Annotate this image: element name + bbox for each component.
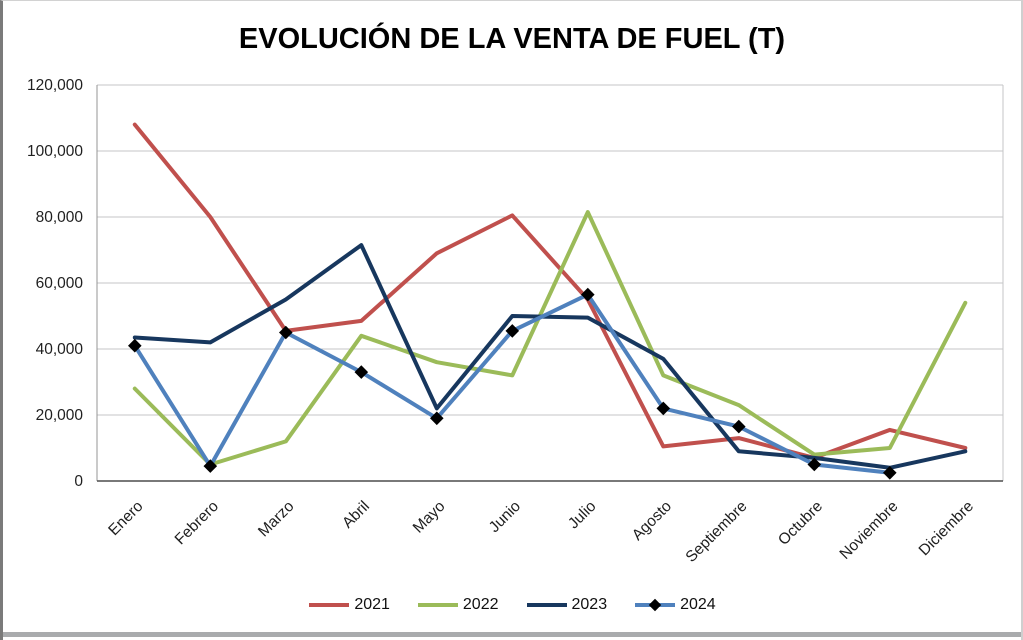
legend-line-sample <box>635 598 676 612</box>
y-axis-tick-label: 20,000 <box>36 407 84 424</box>
legend: 2021 2022 2023 2024 <box>3 596 1021 614</box>
diamond-marker <box>656 401 671 416</box>
diamond-marker <box>807 457 822 472</box>
series-line-2023 <box>132 243 968 470</box>
series-line-2022 <box>132 210 968 467</box>
x-axis-tick-label: Abril <box>339 498 373 532</box>
diamond-marker <box>883 466 897 480</box>
x-axis-tick-label: Septiembre <box>683 498 751 566</box>
y-axis-tick-label: 40,000 <box>36 341 84 358</box>
x-axis-tick-label: Febrero <box>172 498 222 548</box>
legend-item-2021: 2021 <box>308 596 390 614</box>
diamond-marker <box>505 324 520 338</box>
diamond-marker <box>354 365 369 379</box>
legend-line-sample <box>309 603 350 607</box>
chart-title: EVOLUCIÓN DE LA VENTA DE FUEL (T) <box>238 23 786 55</box>
x-axis-tick-label: Octubre <box>775 498 826 549</box>
x-axis-tick-label: Mayo <box>410 498 449 537</box>
legend-label: 2022 <box>462 596 499 613</box>
y-axis-tick-label: 120,000 <box>27 77 83 94</box>
x-axis-tick-label: Noviembre <box>837 498 902 563</box>
x-axis-tick-label: Marzo <box>255 498 297 540</box>
diamond-marker <box>203 459 218 473</box>
diamond-marker <box>732 419 746 434</box>
x-axis-tick-label: Enero <box>105 498 146 539</box>
legend-item-2023: 2023 <box>526 596 608 614</box>
legend-diamond-icon <box>648 598 662 612</box>
window-bottom-edge <box>3 632 1021 637</box>
y-axis-tick-label: 80,000 <box>36 209 84 226</box>
y-axis-tick-label: 60,000 <box>36 275 84 292</box>
legend-label: 2024 <box>680 596 716 613</box>
legend-line-sample <box>526 603 567 607</box>
x-axis-tick-label: Diciembre <box>916 498 977 559</box>
y-axis-tick-label: 0 <box>74 473 83 490</box>
diamond-marker <box>430 411 444 426</box>
legend-item-2022: 2022 <box>417 596 499 614</box>
legend-label: 2021 <box>354 596 390 613</box>
x-axis-tick-label: Julio <box>565 498 600 533</box>
y-axis-tick-label: 100,000 <box>27 143 83 160</box>
legend-label: 2023 <box>571 596 608 613</box>
x-axis-tick-label: Agosto <box>629 498 675 544</box>
diamond-marker <box>128 338 142 353</box>
legend-line-sample <box>417 603 458 607</box>
x-axis-tick-label: Junio <box>486 498 524 536</box>
diamond-marker <box>581 287 595 302</box>
diamond-marker <box>279 325 293 340</box>
line-chart-plot: 0 20,000 40,000 60,000 80,000 100,000 120,000 E… <box>27 77 1004 566</box>
legend-item-2024: 2024 <box>634 596 716 614</box>
